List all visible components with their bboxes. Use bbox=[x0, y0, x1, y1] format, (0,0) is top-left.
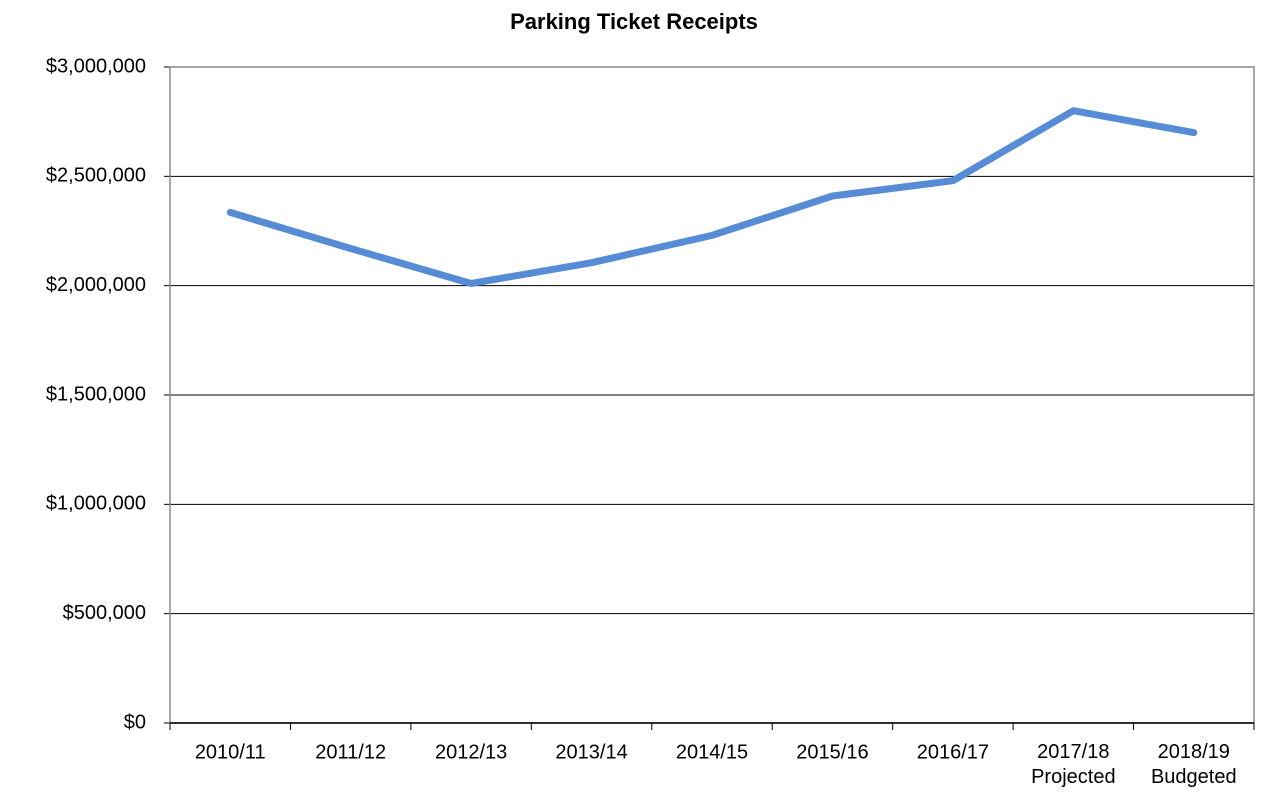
x-tick-label: 2010/11 bbox=[195, 741, 266, 763]
y-tick-label: $3,000,000 bbox=[46, 55, 146, 77]
x-tick-label: 2014/15 bbox=[676, 741, 748, 763]
x-tick-label: 2011/12 bbox=[315, 741, 386, 763]
x-tick-label: 2015/16 bbox=[796, 741, 868, 763]
y-tick-label: $1,000,000 bbox=[46, 493, 146, 515]
x-tick-label: 2013/14 bbox=[555, 741, 627, 763]
x-tick-label: 2016/17 bbox=[917, 741, 989, 763]
y-tick-label: $2,000,000 bbox=[46, 274, 146, 296]
x-tick-label: 2012/13 bbox=[435, 741, 507, 763]
y-tick-label: $500,000 bbox=[63, 602, 146, 624]
y-tick-label: $0 bbox=[124, 711, 146, 733]
chart-title: Parking Ticket Receipts bbox=[510, 9, 758, 34]
data-line bbox=[226, 107, 1198, 287]
y-tick-label: $2,500,000 bbox=[46, 165, 146, 187]
y-tick-label: $1,500,000 bbox=[46, 383, 146, 405]
x-tick-label: 2017/18 Projected bbox=[1031, 741, 1116, 788]
x-tick-label: 2018/19 Budgeted bbox=[1151, 741, 1237, 788]
